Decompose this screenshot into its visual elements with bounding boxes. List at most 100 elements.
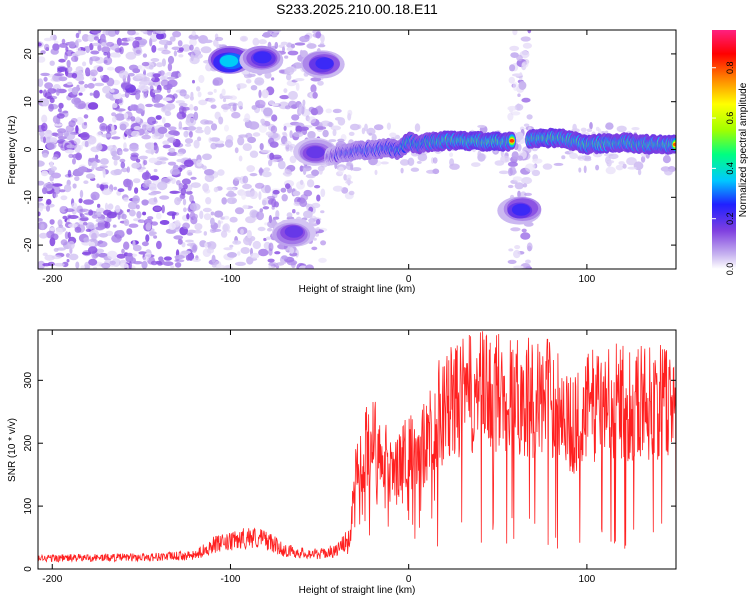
spectrogram-speckle-cell — [45, 205, 51, 212]
spectrogram-speckle-cell — [101, 262, 111, 269]
spectrogram-speckle-cell — [270, 125, 278, 134]
spectrogram-speckle-cell — [52, 43, 60, 51]
spectrogram-speckle-cell — [498, 170, 509, 175]
spectrogram-speckle-cell — [95, 226, 105, 231]
spectrogram-speckle-cell — [320, 240, 327, 246]
spectrogram-speckle-cell — [517, 155, 524, 161]
spectrogram-speckle-cell — [262, 199, 267, 206]
spectrogram-speckle-cell — [49, 161, 54, 168]
spectrogram-speckle-cell — [114, 205, 121, 213]
spectrogram-ridge-segment — [671, 135, 676, 154]
spectrogram-speckle-cell — [124, 128, 132, 135]
spectrogram-speckle-cell — [195, 129, 204, 134]
y-tick: 200 — [23, 434, 676, 452]
spectrogram-speckle-cell — [109, 89, 115, 93]
spectrogram-speckle-cell — [242, 175, 249, 184]
spectrogram-speckle-cell — [272, 189, 280, 195]
spectrogram-speckle-cell — [306, 43, 317, 49]
spectrogram-speckle-cell — [174, 254, 185, 260]
spectrogram-speckle-cell — [242, 204, 249, 210]
spectrogram-speckle-cell — [249, 173, 258, 177]
spectrogram-speckle-cell — [179, 89, 187, 97]
y-tick-label: 10 — [23, 96, 34, 108]
spectrogram-speckle-cell — [106, 77, 115, 87]
spectrogram-speckle-cell — [153, 103, 165, 108]
spectrogram-speckle-cell — [142, 183, 150, 188]
snr-series — [38, 331, 676, 563]
spectrogram-speckle-cell — [343, 174, 348, 181]
spectrogram-speckle-cell — [618, 161, 625, 165]
spectrogram-speckle-cell — [251, 105, 258, 110]
spectrogram-speckle-cell — [141, 261, 148, 269]
spectrogram-speckle-cell — [154, 94, 161, 103]
spectrogram-speckle-cell — [320, 120, 331, 127]
spectrogram-speckle-cell — [229, 244, 234, 248]
spectrogram-speckle-cell — [187, 125, 197, 131]
spectrogram-speckle-cell — [91, 42, 102, 47]
spectrogram-speckle-cell — [193, 139, 200, 149]
spectrogram-speckle-cell — [189, 104, 194, 111]
spectrogram-speckle-cell — [183, 130, 189, 138]
spectrogram-speckle-cell — [127, 30, 136, 36]
spectrogram-speckle-cell — [248, 121, 260, 130]
spectrogram-speckle-cell — [117, 211, 121, 220]
spectrogram-speckle-cell — [82, 61, 87, 67]
spectrogram-speckle-cell — [153, 235, 158, 239]
colorbar-tick-label: 0.0 — [725, 263, 735, 276]
spectrogram-speckle-cell — [66, 59, 71, 68]
spectrogram-speckle-cell — [508, 167, 513, 177]
spectrogram-speckle-cell — [258, 39, 267, 45]
y-tick-label: 20 — [23, 48, 34, 60]
spectrogram-speckle-cell — [299, 199, 308, 208]
colorbar-tick: 0.6 — [712, 112, 735, 124]
snr-y-axis-label: SNR (10 * v/v) — [7, 418, 18, 482]
spectrogram-speckle-cell — [38, 42, 42, 47]
spectrogram-speckle-cell — [163, 256, 172, 261]
spectrogram-speckle-cell — [136, 211, 142, 219]
spectrogram-speckle-cell — [291, 114, 300, 121]
spectrogram-speckle-cell — [432, 157, 438, 164]
spectrogram-speckle-cell — [167, 176, 173, 180]
spectrogram-speckle-cell — [246, 230, 252, 239]
x-tick-label: -200 — [42, 274, 62, 285]
spectrogram-speckle-cell — [511, 151, 519, 160]
spectrogram-speckle-cell — [85, 228, 92, 232]
spectrogram-speckle-cell — [111, 136, 121, 140]
spectrogram-speckle-cell — [299, 179, 304, 185]
spectrogram-speckle-cell — [517, 93, 521, 97]
spectrogram-speckle-cell — [140, 85, 150, 92]
spectrogram-speckle-cell — [307, 116, 317, 124]
chart-title: S233.2025.210.00.18.E11 — [276, 1, 438, 17]
spectrogram-blob — [306, 146, 325, 159]
spectrogram-speckle-cell — [71, 72, 78, 79]
spectrogram-speckle-cell — [190, 176, 197, 180]
spectrogram-speckle-cell — [254, 77, 265, 86]
spectrogram-speckle-cell — [153, 206, 162, 211]
spectrogram-speckle-cell — [128, 261, 132, 269]
spectrogram-speckle-cell — [74, 226, 82, 233]
spectrogram-speckle-cell — [185, 143, 192, 147]
spectrogram-speckle-cell — [135, 49, 141, 54]
spectrogram-speckle-cell — [71, 202, 78, 210]
spectrogram-speckle-cell — [192, 229, 202, 234]
spectrogram-speckle-cell — [207, 91, 214, 96]
spectrogram-speckle-cell — [105, 41, 115, 47]
spectrogram-speckle-cell — [42, 152, 49, 158]
spectrogram-speckle-cell — [106, 66, 115, 71]
spectrogram-speckle-cell — [221, 88, 226, 97]
spectrogram-speckle-cell — [185, 254, 191, 261]
spectrogram-speckle-cell — [332, 108, 342, 114]
spectrogram-speckle-cell — [150, 142, 155, 152]
spectrogram-speckle-cell — [317, 105, 323, 113]
spectrogram-speckle-cell — [320, 34, 325, 43]
spectrogram-speckle-cell — [105, 30, 110, 36]
spectrogram-speckle-cell — [107, 30, 117, 37]
spectrogram-speckle-cell — [67, 215, 79, 219]
spectrogram-speckle-cell — [177, 40, 183, 47]
spectrogram-speckle-cell — [271, 114, 278, 122]
spectrogram-speckle-cell — [131, 162, 140, 169]
spectrogram-speckle-cell — [109, 260, 116, 265]
spectrogram-speckle-cell — [38, 260, 46, 269]
spectrogram-speckle-cell — [350, 164, 354, 171]
spectrogram-speckle-cell — [553, 162, 564, 166]
